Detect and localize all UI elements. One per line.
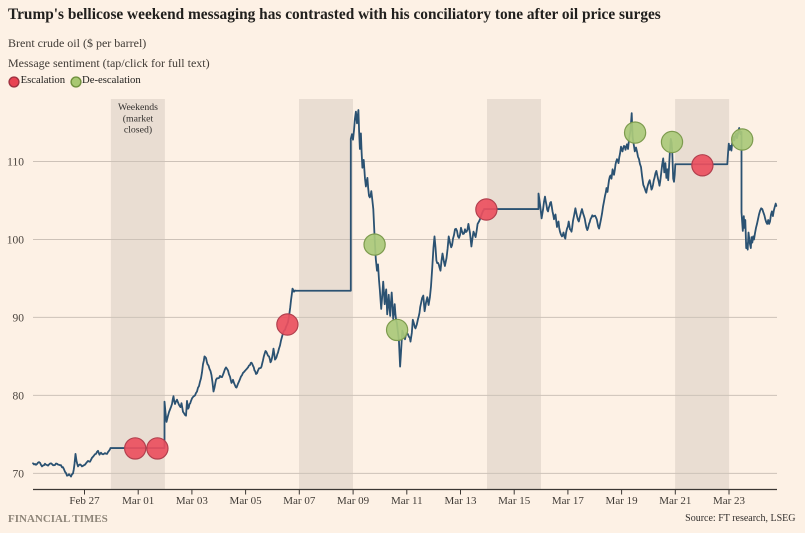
svg-text:90: 90 [13,312,25,324]
svg-text:100: 100 [7,235,25,247]
svg-text:Mar 15: Mar 15 [498,495,531,507]
svg-text:70: 70 [13,468,25,480]
svg-text:Feb 27: Feb 27 [69,495,100,507]
svg-text:Mar 19: Mar 19 [606,495,639,507]
svg-text:Mar 13: Mar 13 [444,495,477,507]
svg-text:Mar 11: Mar 11 [391,495,423,507]
svg-text:Mar 09: Mar 09 [337,495,370,507]
svg-text:Mar 21: Mar 21 [659,495,691,507]
svg-text:Mar 03: Mar 03 [176,495,209,507]
svg-text:Weekends: Weekends [118,102,158,113]
svg-text:closed): closed) [124,125,152,136]
svg-text:Mar 07: Mar 07 [283,495,316,507]
svg-text:110: 110 [7,157,24,169]
svg-text:Mar 01: Mar 01 [122,495,154,507]
svg-text:(market: (market [123,113,154,124]
svg-text:80: 80 [13,390,25,402]
svg-text:Mar 23: Mar 23 [713,495,746,507]
svg-text:Mar 05: Mar 05 [230,495,263,507]
svg-text:Mar 17: Mar 17 [552,495,585,507]
